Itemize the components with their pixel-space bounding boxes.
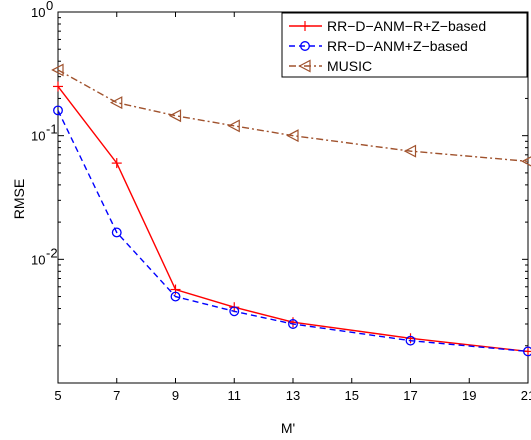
data-point-circle <box>523 346 531 357</box>
y-tick-exponent: 0 <box>46 0 53 13</box>
legend-box <box>281 12 528 78</box>
x-tick-label: 19 <box>462 388 476 403</box>
data-point-triangle <box>51 63 64 77</box>
data-point-circle <box>229 306 240 317</box>
series-0 <box>53 81 531 357</box>
x-tick-label: 5 <box>54 388 61 403</box>
data-point-triangle <box>286 129 299 143</box>
x-axis-label: M' <box>281 420 295 436</box>
data-point-triangle <box>227 119 240 133</box>
y-tick-base: 10 <box>31 5 45 20</box>
data-point-plus <box>53 81 63 92</box>
data-point-circle <box>288 319 298 329</box>
x-tick-label: 15 <box>345 388 359 403</box>
y-tick-base: 10 <box>31 252 45 267</box>
legend: RR−D−ANM−R+Z−based RR−D−ANM+Z−based MUSIC <box>281 12 528 78</box>
data-point-plus <box>288 317 298 328</box>
y-tick-exponent: -1 <box>46 122 58 137</box>
data-point-circle <box>170 291 181 302</box>
data-point-triangle <box>168 109 182 123</box>
data-point-triangle <box>403 144 417 158</box>
y-tick-label: 10 -2 <box>31 245 58 267</box>
data-point-plus <box>300 21 310 31</box>
series-2 <box>51 63 531 167</box>
y-tick-base: 10 <box>31 129 45 144</box>
y-axis-label: RMSE <box>11 179 27 219</box>
series-line <box>57 86 529 353</box>
legend-label: RR−D−ANM−R+Z−based <box>327 18 486 34</box>
y-tick-label: 10 -1 <box>31 122 58 144</box>
legend-item: RR−D−ANM−R+Z−based <box>289 18 486 34</box>
x-tick-label: 9 <box>172 388 179 403</box>
data-point-circle <box>405 335 416 346</box>
data-point-circle <box>53 105 63 116</box>
data-point-circle <box>300 41 310 51</box>
legend-item: MUSIC <box>289 58 372 74</box>
legend-label: RR−D−ANM+Z−based <box>327 38 468 54</box>
series-line <box>57 110 529 353</box>
data-point-circle <box>111 227 122 238</box>
series-layer <box>51 63 531 357</box>
series-1 <box>53 105 531 357</box>
data-point-triangle <box>109 96 123 110</box>
x-tick-label: 17 <box>403 388 417 403</box>
data-point-plus <box>111 158 122 169</box>
legend-item: RR−D−ANM+Z−based <box>289 38 468 54</box>
y-tick-exponent: -2 <box>46 245 58 260</box>
y-tick-label: 10 0 <box>31 0 53 20</box>
x-tick-label: 13 <box>286 388 300 403</box>
data-point-plus <box>170 284 181 295</box>
data-point-triangle <box>521 156 531 167</box>
series-line <box>57 69 529 163</box>
x-tick-label: 7 <box>113 388 120 403</box>
data-point-plus <box>523 346 531 357</box>
ticks-layer: 57911131517192110010-110-2 <box>31 0 531 403</box>
x-tick-label: 21 <box>521 388 531 403</box>
x-tick-label: 11 <box>228 388 242 403</box>
legend-label: MUSIC <box>327 58 372 74</box>
data-point-triangle <box>298 59 311 73</box>
